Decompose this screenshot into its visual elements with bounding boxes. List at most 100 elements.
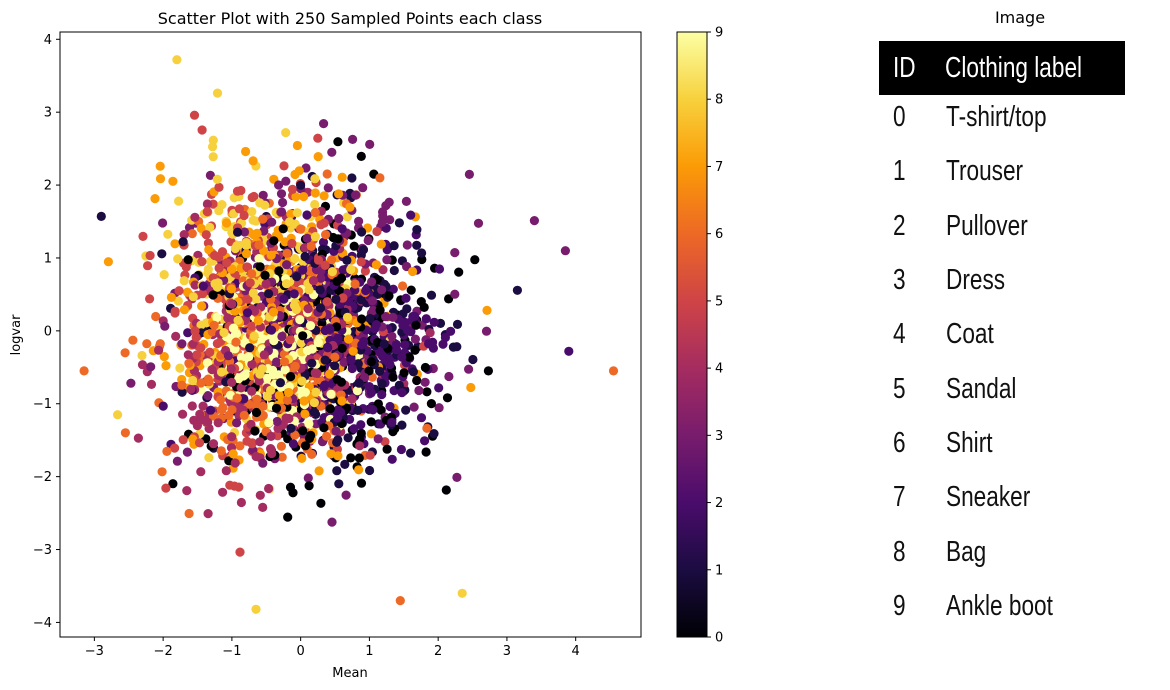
scatter-point bbox=[384, 291, 394, 301]
scatter-point bbox=[217, 200, 227, 210]
scatter-point bbox=[387, 331, 397, 341]
scatter-point bbox=[356, 295, 366, 305]
scatter-point bbox=[350, 279, 360, 289]
scatter-point bbox=[218, 402, 228, 413]
scatter-point bbox=[251, 407, 262, 418]
scatter-point bbox=[396, 444, 406, 455]
scatter-point bbox=[170, 239, 180, 249]
scatter-point bbox=[359, 372, 370, 383]
scatter-point bbox=[300, 251, 310, 262]
image-title: Image bbox=[994, 8, 1046, 27]
scatter-point bbox=[400, 317, 410, 328]
scatter-point bbox=[529, 216, 540, 226]
scatter-point bbox=[248, 288, 258, 298]
plot-frame bbox=[59, 31, 642, 638]
scatter-point bbox=[313, 133, 323, 143]
scatter-point bbox=[347, 394, 357, 404]
scatter-point bbox=[188, 375, 198, 386]
scatter-point bbox=[310, 232, 320, 242]
scatter-point bbox=[210, 250, 220, 261]
scatter-point bbox=[236, 497, 246, 508]
y-tick-label: 1 bbox=[44, 251, 52, 266]
scatter-point bbox=[258, 190, 268, 200]
scatter-point bbox=[336, 377, 346, 387]
scatter-point bbox=[354, 465, 364, 475]
scatter-point bbox=[258, 401, 268, 411]
scatter-point bbox=[174, 196, 184, 206]
scatter-point bbox=[482, 305, 492, 315]
scatter-point bbox=[96, 211, 106, 221]
scatter-point bbox=[367, 296, 377, 306]
scatter-point bbox=[302, 210, 312, 220]
scatter-point bbox=[204, 245, 214, 255]
scatter-point bbox=[348, 346, 358, 356]
row-id: 3 bbox=[893, 264, 906, 296]
scatter-point bbox=[377, 285, 387, 295]
y-tick-label: 0 bbox=[44, 324, 52, 339]
scatter-point bbox=[202, 207, 212, 217]
row-label: Dress bbox=[946, 264, 1006, 296]
scatter-point bbox=[179, 230, 189, 240]
scatter-point bbox=[464, 169, 474, 179]
scatter-point bbox=[138, 231, 148, 241]
scatter-point bbox=[231, 337, 241, 347]
scatter-point bbox=[303, 473, 313, 483]
scatter-point bbox=[316, 498, 326, 508]
x-tick-label: 0 bbox=[297, 644, 305, 659]
scatter-point bbox=[307, 358, 317, 368]
scatter-point bbox=[126, 378, 136, 388]
scatter-point bbox=[373, 434, 383, 444]
colorbar-tick-label: 4 bbox=[715, 362, 723, 377]
scatter-point bbox=[251, 604, 261, 614]
scatter-point bbox=[333, 234, 343, 244]
scatter-point bbox=[420, 362, 430, 373]
scatter-point bbox=[172, 55, 182, 65]
scatter-point bbox=[334, 213, 344, 224]
scatter-point bbox=[266, 431, 276, 441]
scatter-point bbox=[322, 297, 332, 307]
scatter-point bbox=[279, 294, 289, 304]
scatter-point bbox=[481, 326, 492, 336]
scatter-point bbox=[315, 303, 326, 313]
colorbar-ticks: 0 1 2 3 4 5 6 7 8 9 bbox=[707, 26, 723, 646]
y-axis-ticks: −4 −3 −2 −1 0 1 2 3 4 bbox=[33, 33, 60, 631]
scatter-point bbox=[321, 230, 331, 240]
scatter-point bbox=[177, 339, 187, 349]
y-tick-label: 4 bbox=[44, 33, 52, 48]
legend-row: 4 Coat bbox=[870, 318, 1170, 358]
scatter-point bbox=[412, 240, 422, 250]
scatter-point bbox=[142, 339, 152, 349]
scatter-point bbox=[146, 379, 157, 389]
scatter-point bbox=[337, 172, 347, 182]
scatter-point bbox=[295, 315, 305, 325]
scatter-point bbox=[332, 437, 342, 447]
scatter-point bbox=[189, 110, 200, 120]
scatter-point bbox=[360, 266, 370, 276]
scatter-point bbox=[184, 508, 194, 519]
scatter-point bbox=[420, 436, 430, 446]
x-tick-label: −2 bbox=[154, 644, 173, 659]
scatter-point bbox=[378, 211, 388, 221]
scatter-point bbox=[309, 407, 319, 417]
scatter-point bbox=[252, 228, 262, 238]
scatter-point bbox=[310, 207, 320, 218]
scatter-point bbox=[281, 279, 292, 289]
row-id: 1 bbox=[893, 155, 906, 187]
scatter-point bbox=[182, 486, 192, 496]
scatter-point bbox=[296, 180, 306, 190]
legend-row: 6 Shirt bbox=[870, 427, 1170, 467]
scatter-point bbox=[313, 255, 324, 265]
y-tick-label: −4 bbox=[33, 616, 52, 631]
scatter-point bbox=[357, 340, 367, 350]
scatter-point bbox=[349, 424, 359, 434]
scatter-point bbox=[290, 169, 300, 180]
x-tick-label: 4 bbox=[572, 644, 580, 659]
row-label: Shirt bbox=[946, 427, 993, 459]
scatter-point bbox=[302, 233, 312, 243]
scatter-point bbox=[267, 217, 277, 227]
scatter-point bbox=[287, 238, 297, 249]
scatter-point bbox=[358, 183, 368, 193]
scatter-point bbox=[183, 328, 193, 338]
scatter-point bbox=[290, 361, 300, 371]
scatter-point bbox=[319, 119, 329, 129]
